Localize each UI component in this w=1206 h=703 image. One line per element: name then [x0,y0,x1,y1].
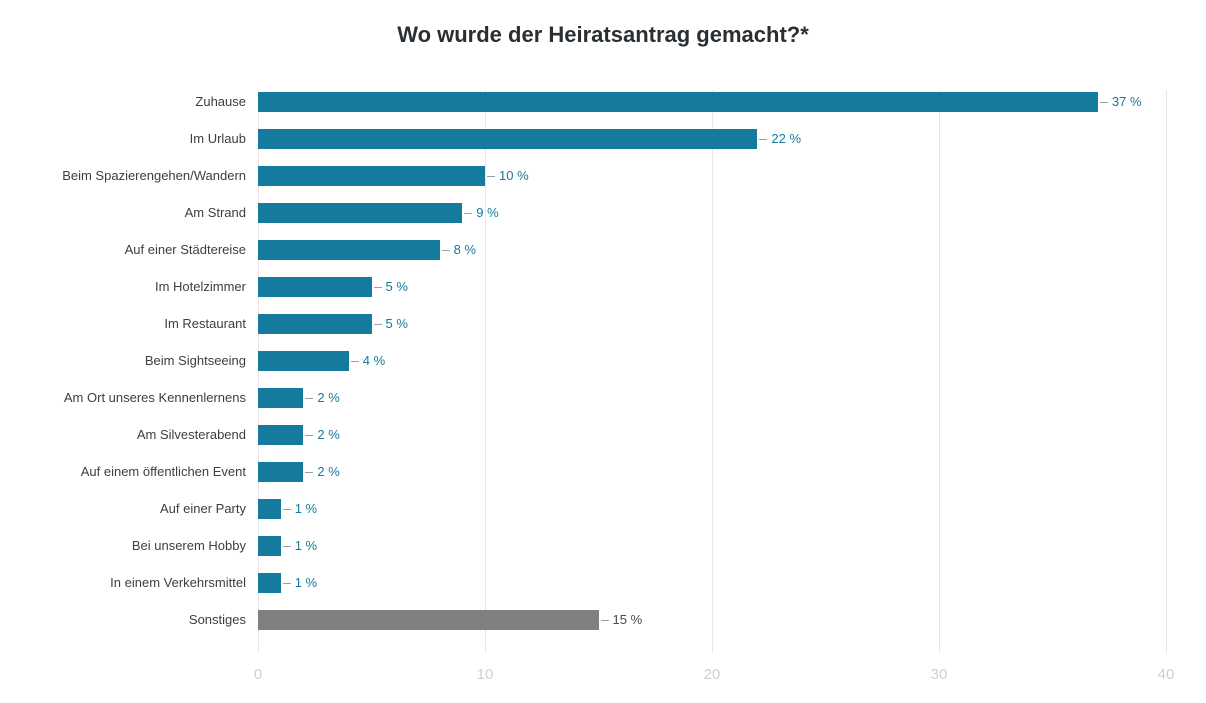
value-label: 22 % [759,127,801,151]
category-label: Beim Spazierengehen/Wandern [62,164,246,188]
value-tick-icon [759,139,767,140]
bar-row: Am Ort unseres Kennenlernens2 % [258,386,1166,410]
value-label: 5 % [374,275,408,299]
bar [258,425,303,445]
value-label: 2 % [305,460,339,484]
chart-title: Wo wurde der Heiratsantrag gemacht?* [0,22,1206,48]
value-label: 9 % [464,201,498,225]
bar [258,351,349,371]
bar [258,573,281,593]
value-tick-icon [283,546,291,547]
bar [258,388,303,408]
x-tick-label: 0 [254,666,262,683]
category-label: Auf einer Städtereise [125,238,246,262]
category-label: Auf einem öffentlichen Event [81,460,246,484]
category-label: Sonstiges [189,608,246,632]
bar-row: Im Urlaub22 % [258,127,1166,151]
bar-row: In einem Verkehrsmittel1 % [258,571,1166,595]
value-label: 10 % [487,164,529,188]
category-label: Am Strand [185,201,246,225]
x-tick-label: 40 [1158,666,1175,683]
value-tick-icon [283,509,291,510]
plot-area: 010203040Zuhause37 %Im Urlaub22 %Beim Sp… [0,90,1206,653]
bar-row: Im Hotelzimmer5 % [258,275,1166,299]
value-label: 2 % [305,423,339,447]
category-label: Im Urlaub [190,127,246,151]
category-label: Am Ort unseres Kennenlernens [64,386,246,410]
bar-row: Auf einem öffentlichen Event2 % [258,460,1166,484]
value-tick-icon [283,583,291,584]
value-tick-icon [374,287,382,288]
x-tick-label: 30 [931,666,948,683]
bar-row: Bei unserem Hobby1 % [258,534,1166,558]
value-tick-icon [374,324,382,325]
bar [258,536,281,556]
chart-container: Wo wurde der Heiratsantrag gemacht?* 0 10… [0,0,1206,703]
value-tick-icon [305,472,313,473]
bar [258,129,757,149]
category-label: In einem Verkehrsmittel [110,571,246,595]
value-tick-icon [601,620,609,621]
value-label: 4 % [351,349,385,373]
bar [258,240,440,260]
bar [258,610,599,630]
value-tick-icon [305,435,313,436]
bars-area: 010203040Zuhause37 %Im Urlaub22 %Beim Sp… [258,90,1166,653]
value-tick-icon [305,398,313,399]
value-tick-icon [442,250,450,251]
category-label: Im Hotelzimmer [155,275,246,299]
value-label: 15 % [601,608,643,632]
category-label: Am Silvesterabend [137,423,246,447]
category-label: Zuhause [195,90,246,114]
value-label: 8 % [442,238,476,262]
value-tick-icon [1100,102,1108,103]
value-label: 1 % [283,571,317,595]
bar [258,166,485,186]
x-tick-label: 10 [477,666,494,683]
category-label: Bei unserem Hobby [132,534,246,558]
bar [258,203,462,223]
value-label: 2 % [305,386,339,410]
category-label: Beim Sightseeing [145,349,246,373]
value-label: 1 % [283,534,317,558]
bar-row: Beim Sightseeing4 % [258,349,1166,373]
bar-row: Auf einer Party1 % [258,497,1166,521]
value-label: 1 % [283,497,317,521]
category-label: Auf einer Party [160,497,246,521]
bar-row: Sonstiges15 % [258,608,1166,632]
bar [258,462,303,482]
value-label: 5 % [374,312,408,336]
bar [258,277,372,297]
bar [258,92,1098,112]
category-label: Im Restaurant [164,312,246,336]
value-tick-icon [464,213,472,214]
x-tick-label: 20 [704,666,721,683]
bar-row: Auf einer Städtereise8 % [258,238,1166,262]
value-tick-icon [487,176,495,177]
bar [258,314,372,334]
bar [258,499,281,519]
bar-row: Im Restaurant5 % [258,312,1166,336]
value-tick-icon [351,361,359,362]
bar-row: Beim Spazierengehen/Wandern10 % [258,164,1166,188]
bar-row: Zuhause37 % [258,90,1166,114]
gridline [1166,90,1167,653]
bar-row: Am Silvesterabend2 % [258,423,1166,447]
value-label: 37 % [1100,90,1142,114]
bar-row: Am Strand9 % [258,201,1166,225]
